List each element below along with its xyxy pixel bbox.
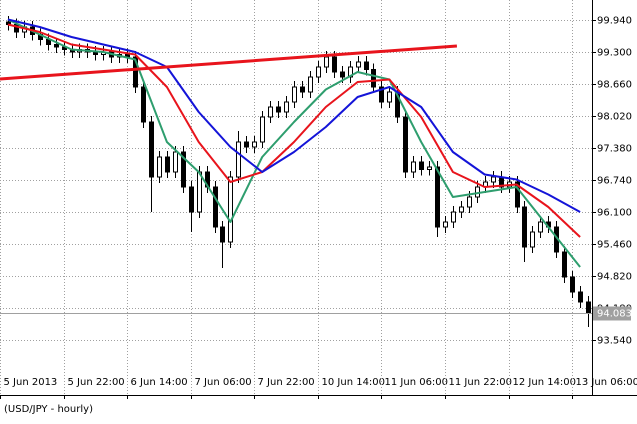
y-tick-label: 96.100	[597, 208, 632, 219]
candle-body	[150, 122, 154, 177]
candle-body	[285, 102, 289, 112]
candle-body	[166, 157, 170, 172]
candle-body	[357, 62, 361, 67]
candle-body	[452, 212, 456, 222]
x-tick-label: 13 Jun 06:00	[576, 377, 637, 388]
candle-body	[388, 92, 392, 102]
candle-body	[563, 252, 567, 277]
candle-body	[261, 117, 265, 142]
x-tick-label: 5 Jun 2013	[4, 377, 58, 388]
last-price-label: 94.083	[597, 309, 632, 320]
candle-body	[277, 107, 281, 112]
candle-body	[293, 87, 297, 102]
candle-body	[174, 152, 178, 172]
y-tick-label: 94.820	[597, 272, 632, 283]
y-tick-label: 99.300	[597, 48, 632, 59]
x-tick-label: 11 Jun 06:00	[385, 377, 449, 388]
x-tick-label: 11 Jun 22:00	[449, 377, 513, 388]
y-tick-label: 98.020	[597, 112, 632, 123]
candle-body	[190, 187, 194, 212]
candle-body	[269, 107, 273, 117]
candle-body	[468, 197, 472, 207]
candle-body	[214, 187, 218, 227]
candle-body	[436, 167, 440, 227]
x-tick-label: 5 Jun 22:00	[68, 377, 125, 388]
candle-body	[365, 62, 369, 70]
candle-body	[253, 142, 257, 147]
chart-title: (USD/JPY - hourly)	[4, 404, 93, 415]
candle-body	[341, 72, 345, 77]
candle-body	[158, 157, 162, 177]
candle-body	[333, 57, 337, 72]
candle-body	[492, 177, 496, 182]
candle-body	[301, 87, 305, 92]
y-tick-label: 97.380	[597, 144, 632, 155]
candle-body	[317, 67, 321, 77]
candle-body	[531, 232, 535, 247]
candle-body	[523, 207, 527, 247]
x-tick-label: 7 Jun 06:00	[195, 377, 252, 388]
y-tick-label: 96.740	[597, 176, 632, 187]
candle-body	[412, 162, 416, 172]
candle-body	[229, 177, 233, 242]
candle-body	[221, 227, 225, 242]
x-tick-label: 10 Jun 14:00	[322, 377, 386, 388]
candle-body	[55, 45, 59, 48]
candle-body	[460, 207, 464, 212]
y-tick-label: 93.540	[597, 336, 632, 347]
candle-body	[245, 142, 249, 147]
candle-body	[325, 57, 329, 67]
candle-body	[444, 222, 448, 227]
candle-body	[372, 70, 376, 88]
x-tick-label: 12 Jun 14:00	[513, 377, 577, 388]
candle-body	[237, 142, 241, 177]
candle-body	[420, 162, 424, 170]
y-tick-label: 98.660	[597, 80, 632, 91]
candle-body	[587, 302, 591, 313]
candle-body	[142, 87, 146, 122]
x-tick-label: 7 Jun 22:00	[258, 377, 315, 388]
candle-body	[198, 172, 202, 212]
x-tick-label: 6 Jun 14:00	[131, 377, 188, 388]
y-tick-label: 95.460	[597, 240, 632, 251]
candle-body	[309, 77, 313, 92]
y-tick-label: 99.940	[597, 16, 632, 27]
candle-body	[539, 222, 543, 232]
candle-body	[571, 277, 575, 292]
candle-body	[579, 292, 583, 302]
candle-body	[428, 167, 432, 170]
candle-body	[404, 117, 408, 172]
